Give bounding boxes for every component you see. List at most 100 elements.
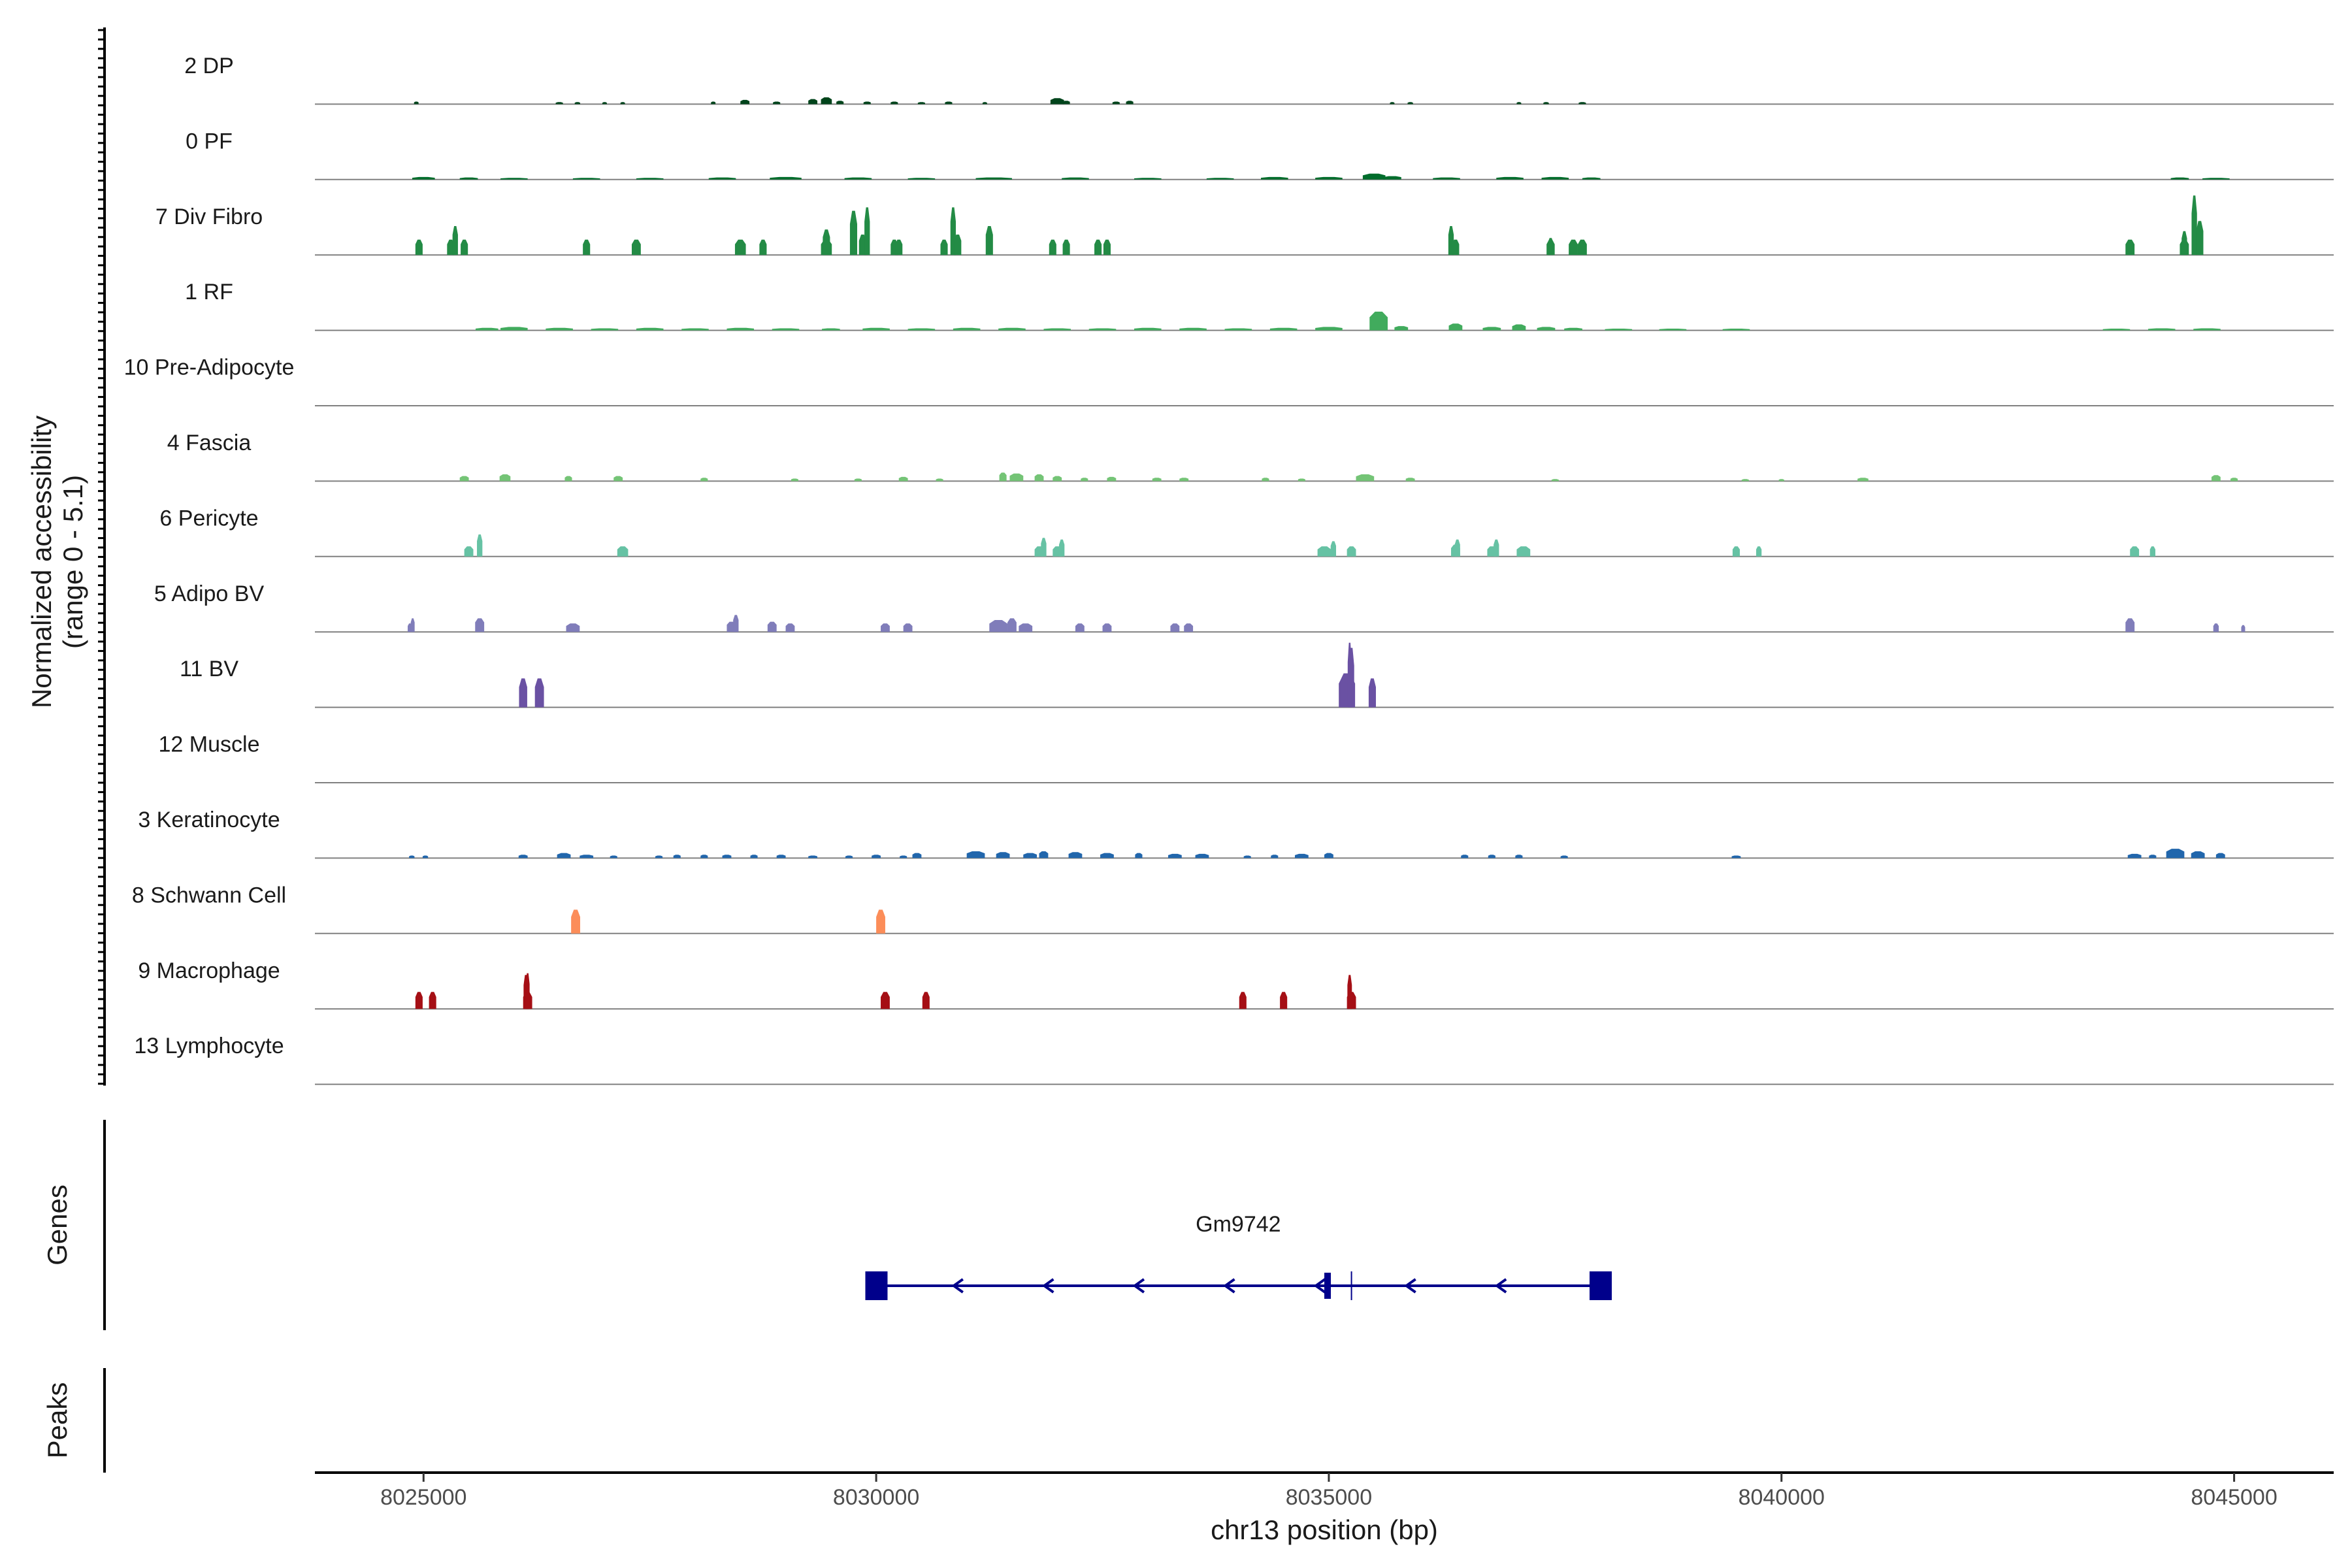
coverage-peak bbox=[2170, 177, 2189, 180]
coverage-peak bbox=[1075, 623, 1085, 632]
coverage-peak bbox=[922, 992, 930, 1009]
y-axis-range: (range 0 - 5.1) bbox=[57, 475, 88, 649]
coverage-peak bbox=[1100, 853, 1114, 858]
coverage-peak bbox=[1059, 539, 1065, 557]
coverage-peak bbox=[602, 102, 607, 105]
coverage-peak bbox=[2125, 618, 2135, 632]
coverage-peak bbox=[1050, 98, 1064, 105]
coverage-peak bbox=[999, 472, 1007, 482]
gene-name-label: Gm9742 bbox=[1196, 1212, 1281, 1237]
coverage-peak bbox=[936, 478, 943, 482]
x-tick-label: 8045000 bbox=[2191, 1485, 2277, 1510]
coverage-peak bbox=[1019, 623, 1033, 632]
coverage-peak bbox=[1756, 546, 1762, 557]
coverage-peak bbox=[1081, 478, 1088, 482]
coverage-peak bbox=[849, 210, 858, 255]
coverage-peak bbox=[1605, 329, 1633, 331]
coverage-peak bbox=[2230, 478, 2238, 482]
track-label: 4 Fascia bbox=[167, 431, 252, 455]
coverage-peak bbox=[415, 992, 423, 1009]
coverage-peak bbox=[2166, 849, 2185, 858]
coverage-peak bbox=[1094, 239, 1102, 255]
coverage-peak bbox=[1496, 176, 1524, 180]
coverage-peak bbox=[1179, 478, 1189, 482]
coverage-peak bbox=[989, 620, 1008, 632]
coverage-peak bbox=[727, 327, 755, 331]
coverage-peak bbox=[1039, 851, 1049, 858]
coverage-peak bbox=[1053, 476, 1062, 482]
coverage-peak bbox=[2130, 546, 2140, 557]
coverage-peak bbox=[1732, 546, 1740, 557]
coverage-peak bbox=[996, 852, 1010, 858]
track-label: 6 Pericyte bbox=[159, 506, 258, 531]
gene-exon bbox=[1324, 1273, 1331, 1299]
coverage-peak bbox=[1347, 975, 1352, 1009]
track-0-pf: 0 PF bbox=[186, 129, 2334, 180]
coverage-peak bbox=[982, 102, 987, 105]
gene-exon bbox=[1589, 1271, 1612, 1300]
coverage-peak bbox=[429, 992, 436, 1009]
coverage-peak bbox=[881, 992, 890, 1009]
coverage-peak bbox=[945, 101, 953, 105]
coverage-peak bbox=[534, 678, 544, 708]
coverage-peak bbox=[591, 328, 619, 331]
coverage-peak bbox=[898, 476, 908, 482]
coverage-peak bbox=[1184, 623, 1194, 632]
coverage-peak bbox=[998, 327, 1026, 331]
coverage-peak bbox=[1582, 177, 1601, 180]
coverage-peak bbox=[1062, 177, 1089, 180]
coverage-peak bbox=[740, 99, 750, 105]
coverage-peak bbox=[1298, 478, 1305, 482]
coverage-peak bbox=[1112, 101, 1120, 105]
coverage-peak bbox=[858, 235, 866, 255]
x-tick-label: 8040000 bbox=[1739, 1485, 1825, 1510]
coverage-peak bbox=[475, 327, 498, 331]
coverage-peak bbox=[1362, 173, 1386, 180]
coverage-peak bbox=[2180, 239, 2189, 255]
strand-arrow bbox=[951, 1278, 964, 1294]
coverage-peak bbox=[1722, 329, 1750, 331]
coverage-peak bbox=[1043, 328, 1071, 331]
coverage-peak bbox=[546, 327, 573, 331]
track-7-div-fibro: 7 Div Fibro bbox=[155, 195, 2334, 256]
strand-arrow bbox=[1313, 1278, 1326, 1294]
strand-arrow bbox=[1494, 1278, 1507, 1294]
coverage-peak bbox=[1347, 546, 1356, 557]
coverage-peak bbox=[1516, 546, 1531, 557]
coverage-peak bbox=[1170, 623, 1180, 632]
strand-arrow bbox=[1223, 1278, 1235, 1294]
strand-arrow bbox=[1041, 1278, 1054, 1294]
coverage-peak bbox=[1294, 853, 1309, 858]
coverage-peak bbox=[2213, 623, 2219, 632]
coverage-peak bbox=[409, 855, 415, 858]
coverage-peak bbox=[854, 478, 862, 482]
coverage-peak bbox=[821, 97, 832, 105]
track-label: 0 PF bbox=[186, 129, 233, 154]
track-9-macrophage: 9 Macrophage bbox=[138, 958, 2334, 1010]
coverage-peak bbox=[1569, 239, 1578, 255]
track-label: 11 BV bbox=[180, 657, 238, 681]
gene-exon bbox=[865, 1271, 888, 1300]
coverage-peak bbox=[1280, 992, 1288, 1009]
coverage-peak bbox=[808, 99, 818, 105]
coverage-peak bbox=[2215, 853, 2225, 858]
track-label: 3 Keratinocyte bbox=[138, 808, 280, 832]
coverage-peak bbox=[1330, 541, 1337, 557]
track-panel: 2 DP 0 PF 7 Div Fibro 1 RF 10 Pre-Adipocyte 4… bbox=[124, 54, 2334, 1085]
coverage-peak bbox=[1778, 479, 1784, 482]
coverage-peak bbox=[583, 239, 591, 255]
track-1-rf: 1 RF bbox=[185, 280, 2334, 331]
coverage-peak bbox=[1195, 853, 1209, 858]
coverage-peak bbox=[1134, 327, 1162, 331]
coverage-peak bbox=[1103, 239, 1111, 255]
coverage-peak bbox=[722, 855, 732, 858]
coverage-peak bbox=[1433, 177, 1460, 180]
strand-arrow bbox=[1132, 1278, 1145, 1294]
coverage-peak bbox=[1243, 855, 1251, 858]
coverage-peak bbox=[1271, 855, 1279, 858]
coverage-peak bbox=[574, 102, 580, 105]
track-11-bv: 11 BV bbox=[180, 642, 2334, 708]
coverage-peak bbox=[1102, 623, 1112, 632]
coverage-peak bbox=[772, 328, 800, 331]
coverage-peak bbox=[1261, 176, 1288, 180]
